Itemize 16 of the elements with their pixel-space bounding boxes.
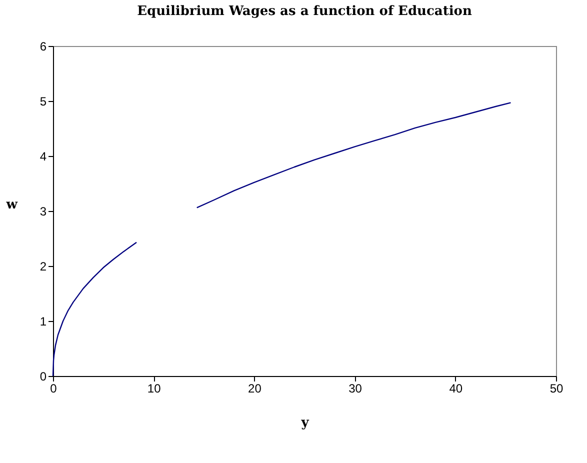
y-tick-label: 6 xyxy=(40,40,47,54)
x-tick-label: 10 xyxy=(147,382,162,396)
x-axis-title: y xyxy=(300,416,310,430)
y-tick-label: 4 xyxy=(40,150,47,164)
y-tick-label: 1 xyxy=(40,314,47,328)
x-tick-label: 0 xyxy=(50,382,58,396)
x-tick-label: 50 xyxy=(550,382,564,396)
y-tick-label: 3 xyxy=(40,204,47,218)
y-tick-label: 0 xyxy=(40,370,47,384)
x-tick-label: 30 xyxy=(348,382,362,396)
y-tick-label: 5 xyxy=(40,94,47,108)
y-tick-label: 2 xyxy=(40,260,47,274)
x-tick-label: 40 xyxy=(449,382,463,396)
x-tick-label: 20 xyxy=(248,382,262,396)
chart-title: Equilibrium Wages as a function of Education xyxy=(137,4,472,19)
y-axis-title: w xyxy=(5,198,18,212)
